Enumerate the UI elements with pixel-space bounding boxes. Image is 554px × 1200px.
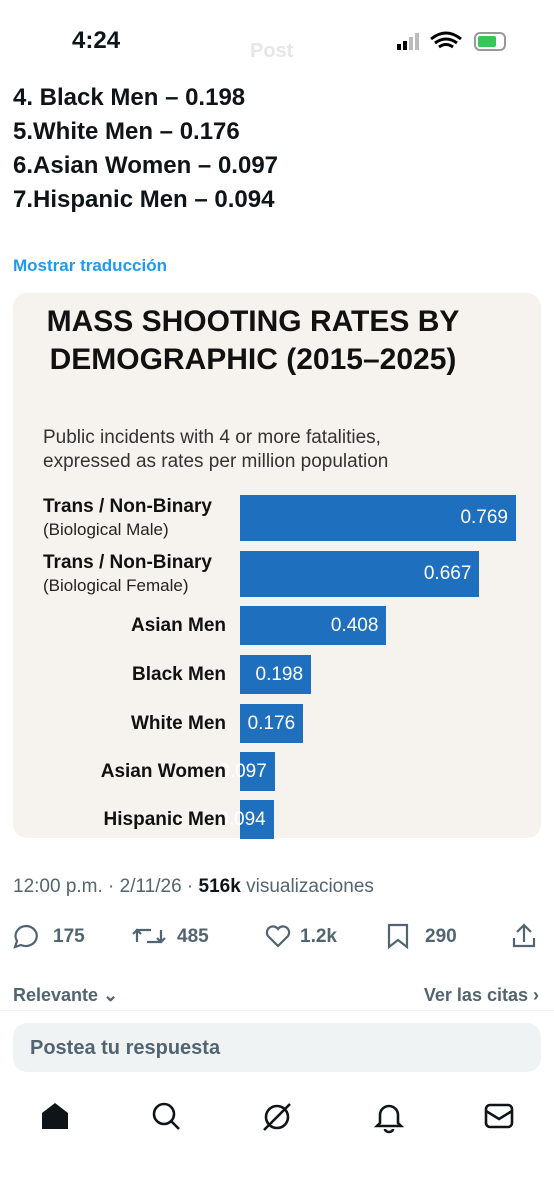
value-label: 0.097 (219, 761, 267, 782)
value-label: 0.408 (330, 615, 379, 636)
translate-link[interactable]: Mostrar traducción (13, 256, 167, 275)
nav-grok[interactable] (263, 1103, 291, 1131)
like-count: 1.2k (300, 926, 337, 947)
reply-placeholder: Postea tu respuesta (30, 1037, 221, 1059)
divider (0, 1010, 554, 1011)
reply-box[interactable]: Postea tu respuesta (13, 1023, 541, 1072)
bar: 0.097 (219, 752, 275, 791)
view-count: 516k (198, 876, 241, 897)
sort-label: Relevante (13, 985, 99, 1005)
nav-search[interactable] (152, 1102, 180, 1130)
bar: 0.176 (240, 704, 304, 743)
post-line: 4. Black Men – 0.198 (13, 84, 246, 111)
bar: 0.094 (218, 800, 274, 839)
status-time: 4:24 (72, 27, 121, 54)
chart-title: MASS SHOOTING RATES BY DEMOGRAPHIC (2015… (46, 305, 460, 376)
post-line: 7.Hispanic Men – 0.094 (13, 186, 275, 213)
post-line: 6.Asian Women – 0.097 (13, 152, 279, 179)
repost-icon[interactable] (132, 928, 166, 944)
share-icon[interactable] (512, 923, 536, 948)
status-icons (397, 31, 506, 51)
bar: 0.769 (240, 495, 516, 541)
category-label: Hispanic Men (103, 809, 226, 830)
category-note: (Biological Male) (43, 520, 169, 539)
quotes-link[interactable]: Ver las citas › (423, 985, 539, 1005)
category-label: Black Men (132, 664, 226, 685)
repost-count: 485 (177, 926, 209, 947)
reply-count: 175 (53, 926, 85, 947)
bar: 0.198 (240, 655, 312, 694)
chart-card: MASS SHOOTING RATES BY DEMOGRAPHIC (2015… (13, 293, 541, 839)
category-label: Trans / Non-Binary (43, 496, 212, 517)
value-label: 0.176 (247, 713, 296, 734)
views-label: visualizaciones (246, 876, 374, 897)
quotes-label: Ver las citas (423, 985, 528, 1005)
nav-notifications[interactable] (373, 1104, 405, 1134)
bar: 0.667 (240, 551, 480, 597)
bar: 0.408 (240, 606, 387, 645)
category-label: Asian Men (130, 615, 226, 636)
reply-icon[interactable] (13, 924, 38, 949)
value-label: 0.094 (218, 809, 266, 830)
value-label: 0.769 (460, 507, 508, 528)
category-label: White Men (131, 713, 226, 734)
value-label: 0.198 (255, 664, 304, 685)
category-label: Trans / Non-Binary (43, 552, 212, 573)
like-icon[interactable] (265, 925, 291, 948)
value-label: 0.667 (423, 563, 472, 584)
category-label: Asian Women (100, 761, 226, 782)
post-meta: 12:00 p.m. · 2/11/26 · 516k visualizacio… (13, 876, 374, 898)
action-icons (13, 923, 536, 950)
category-note: (Biological Female) (43, 576, 189, 595)
bookmark-count: 290 (425, 926, 457, 947)
post-time: 12:00 p.m. · 2/11/26 · (13, 876, 194, 897)
chart-subtitle: Public incidents with 4 or more fataliti… (43, 427, 389, 472)
nav-bar (42, 1102, 514, 1134)
bookmark-icon[interactable] (387, 923, 409, 950)
sort-toggle[interactable]: Relevante ⌄ (13, 985, 119, 1005)
post-line: 5.White Men – 0.176 (13, 118, 240, 145)
nav-home[interactable] (42, 1103, 68, 1129)
nav-messages[interactable] (484, 1103, 514, 1129)
header-title: Post (250, 40, 294, 62)
